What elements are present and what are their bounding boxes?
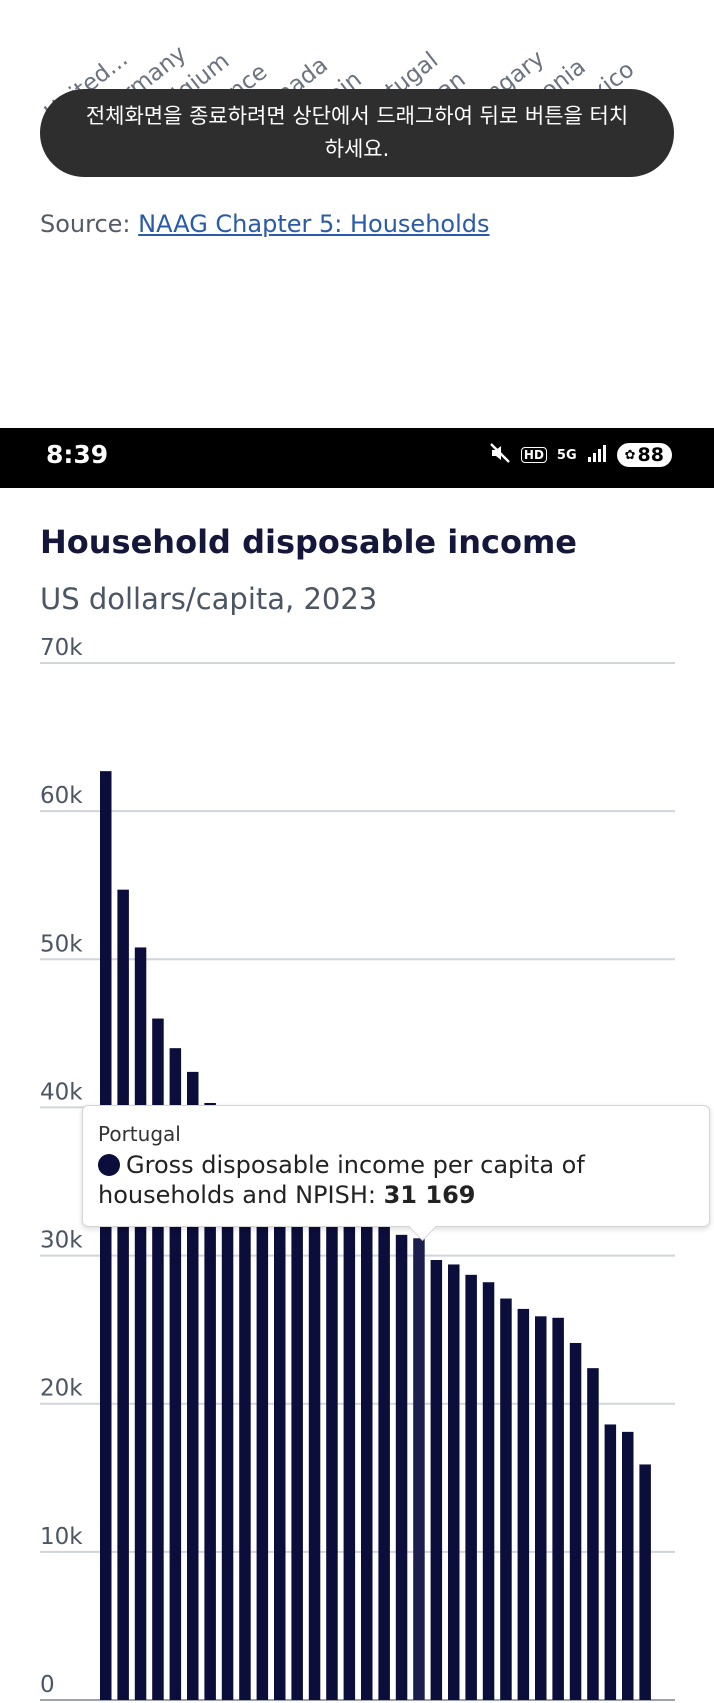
- y-tick-label: 40k: [40, 1079, 83, 1105]
- tooltip-body: Gross disposable income per capita of ho…: [98, 1150, 694, 1210]
- bar[interactable]: [326, 1181, 338, 1701]
- y-tick-label: 70k: [40, 635, 83, 661]
- bar[interactable]: [500, 1298, 512, 1700]
- chart-title: Household disposable income: [40, 523, 577, 561]
- y-tick-label: 20k: [40, 1376, 83, 1402]
- bar[interactable]: [117, 889, 129, 1700]
- y-tick-label: 50k: [40, 931, 83, 957]
- bar[interactable]: [639, 1464, 651, 1700]
- bar[interactable]: [274, 1151, 286, 1700]
- bar[interactable]: [430, 1260, 443, 1700]
- status-bar: 8:39 HD 5G ✿ 88: [0, 428, 714, 488]
- source-line: Source: NAAG Chapter 5: Households: [40, 210, 490, 238]
- tooltip-country: Portugal: [98, 1122, 181, 1146]
- source-link[interactable]: NAAG Chapter 5: Households: [138, 210, 490, 238]
- hd-icon: HD: [520, 447, 547, 463]
- y-tick-label: 0: [40, 1672, 55, 1698]
- fullscreen-exit-toast: 전체화면을 종료하려면 상단에서 드래그하여 뒤로 버튼을 터치하세요.: [40, 89, 674, 177]
- chart-subtitle: US dollars/capita, 2023: [40, 582, 378, 616]
- bar[interactable]: [152, 1018, 164, 1700]
- bar[interactable]: [100, 771, 112, 1700]
- battery-indicator: ✿ 88: [616, 443, 672, 467]
- y-tick-label: 30k: [40, 1228, 83, 1254]
- chart-tooltip: Portugal Gross disposable income per cap…: [82, 1105, 710, 1227]
- bar[interactable]: [378, 1211, 390, 1700]
- bar[interactable]: [535, 1316, 547, 1700]
- bar[interactable]: [569, 1342, 582, 1700]
- tooltip-value: 31 169: [383, 1181, 476, 1209]
- signal-icon: [587, 444, 607, 466]
- bar[interactable]: [169, 1048, 182, 1700]
- series-marker-icon: [98, 1154, 120, 1176]
- status-icons: HD 5G ✿ 88: [489, 442, 672, 468]
- bar[interactable]: [517, 1308, 530, 1700]
- y-tick-label: 10k: [40, 1524, 83, 1550]
- bar[interactable]: [239, 1129, 251, 1700]
- previous-screenshot-pane: United...GermanyBelgiumFranceCanadaSpain…: [0, 0, 714, 428]
- bar[interactable]: [395, 1234, 408, 1700]
- bar[interactable]: [204, 1102, 216, 1700]
- x-axis-tick-labels: United...GermanyBelgiumFranceCanadaSpain…: [0, 0, 714, 127]
- tooltip-series-label: Gross disposable income per capita of ho…: [98, 1151, 585, 1209]
- 5g-icon: 5G: [556, 447, 577, 463]
- bar-chart: 0 10k 20k 30k 40k 50k 60k 70k: [40, 635, 675, 1701]
- bar[interactable]: [187, 1071, 199, 1700]
- source-prefix: Source:: [40, 210, 131, 238]
- bar[interactable]: [448, 1264, 460, 1700]
- bar[interactable]: [256, 1140, 269, 1700]
- bar[interactable]: [413, 1238, 425, 1700]
- toast-text: 전체화면을 종료하려면 상단에서 드래그하여 뒤로 버튼을 터치하세요.: [85, 104, 629, 161]
- mute-icon: [489, 442, 511, 468]
- bar[interactable]: [134, 947, 147, 1700]
- bar[interactable]: [604, 1424, 617, 1700]
- battery-level: 88: [637, 444, 664, 466]
- bar[interactable]: [587, 1368, 599, 1700]
- bar[interactable]: [465, 1274, 477, 1700]
- bar[interactable]: [622, 1431, 634, 1700]
- bar[interactable]: [308, 1169, 321, 1700]
- battery-saver-icon: ✿: [624, 447, 636, 463]
- bar[interactable]: [552, 1317, 564, 1700]
- bar[interactable]: [361, 1199, 373, 1700]
- bar[interactable]: [482, 1282, 495, 1700]
- y-tick-label: 60k: [40, 783, 83, 809]
- bar[interactable]: [343, 1188, 356, 1700]
- bar[interactable]: [291, 1159, 303, 1700]
- clock: 8:39: [46, 440, 109, 469]
- bar[interactable]: [221, 1122, 234, 1700]
